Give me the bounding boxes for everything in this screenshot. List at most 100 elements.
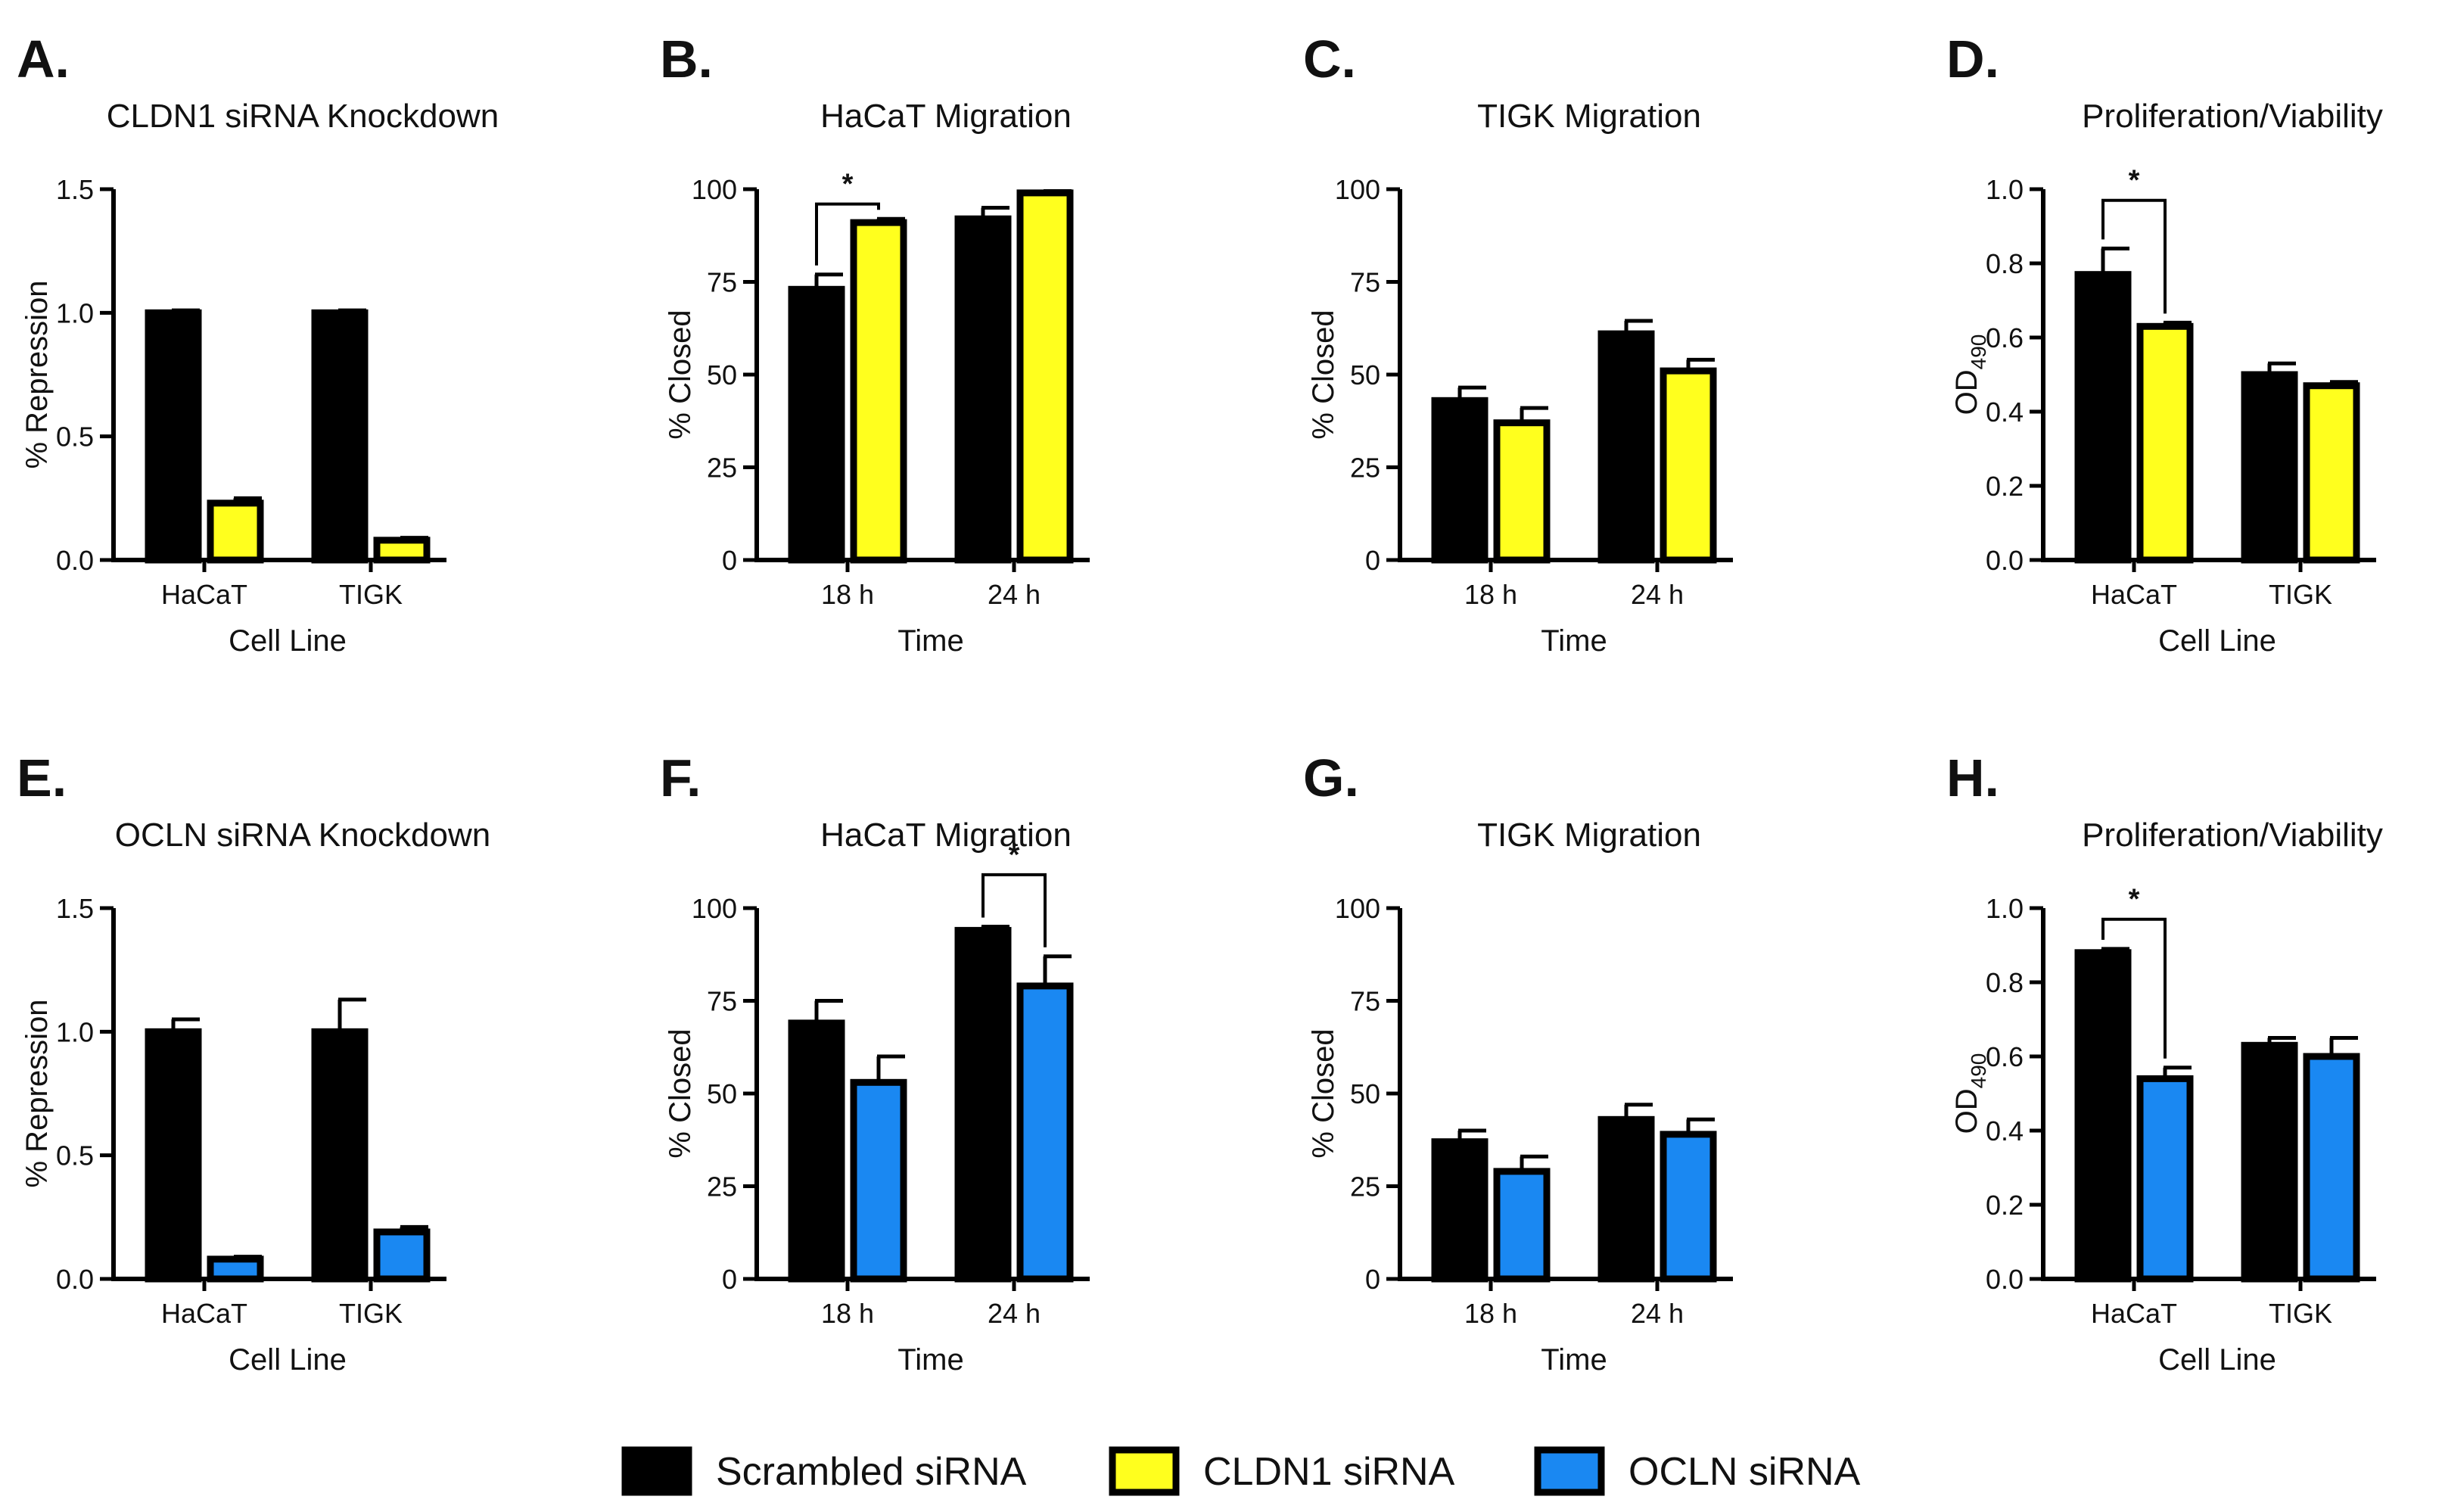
- bar: [1016, 189, 1074, 564]
- y-tick-label: 1.0: [1986, 174, 2024, 205]
- y-tick-label: 0.2: [1986, 1190, 2024, 1221]
- bar: [2136, 322, 2194, 564]
- bar: [1431, 1138, 1489, 1283]
- y-axis-label: % Repression: [20, 280, 54, 468]
- x-axis-label: Time: [1541, 624, 1607, 658]
- significance-bracket: [2101, 917, 2167, 1059]
- legend-label: CLDN1 siRNA: [1203, 1450, 1455, 1494]
- panel-c: C. TIGK Migration % Closed 0 25 50 75 100 18 h 24…: [1303, 30, 1733, 658]
- bar: [145, 1028, 202, 1283]
- chart-title: OCLN siRNA Knockdown: [115, 817, 490, 854]
- y-tick-label: 0.5: [56, 422, 94, 453]
- bar: [1431, 397, 1489, 564]
- bar: [1493, 419, 1551, 564]
- y-axis-label-subscript: 490: [1967, 334, 1990, 370]
- y-tick-label: 0: [1365, 545, 1380, 576]
- x-axis-label: Time: [897, 1343, 963, 1377]
- panels: A. CLDN1 siRNA Knockdown % Repression 0.0 0.…: [17, 30, 2383, 1377]
- x-tick-label: HaCaT: [2091, 1298, 2177, 1329]
- x-tick-label: TIGK: [339, 579, 403, 610]
- significance-bracket: [981, 873, 1047, 947]
- y-tick-label: 50: [707, 359, 737, 390]
- y-tick-label: 0.0: [1986, 1264, 2024, 1295]
- panel-g: G. TIGK Migration % Closed 0 25 50 75 100 18 h 24…: [1303, 748, 1733, 1377]
- chart-title: Proliferation/Viability: [2082, 817, 2383, 854]
- legend-item-cldn1: CLDN1 siRNA: [1109, 1446, 1455, 1496]
- bar: [954, 926, 1012, 1283]
- x-tick-label: 24 h: [1631, 1298, 1684, 1329]
- y-axis-label: OD490: [1950, 334, 1990, 415]
- y-tick-label: 0.5: [56, 1140, 94, 1171]
- significance-bracket: [815, 202, 880, 266]
- y-tick-label: 100: [1335, 893, 1380, 924]
- panel-letter: G.: [1303, 748, 1359, 807]
- panel-letter: D.: [1946, 30, 1999, 89]
- legend: Scrambled siRNA CLDN1 siRNA OCLN siRNA: [621, 1446, 1861, 1496]
- chart-title: CLDN1 siRNA Knockdown: [107, 98, 499, 135]
- x-tick-label: 18 h: [1464, 1298, 1517, 1329]
- bar: [788, 285, 845, 564]
- y-tick-label: 50: [707, 1078, 737, 1109]
- panel-letter: F.: [660, 748, 701, 807]
- bar: [850, 219, 907, 564]
- significance-label: *: [842, 169, 854, 201]
- y-tick-label: 50: [1350, 359, 1380, 390]
- bar: [2241, 1041, 2298, 1283]
- panel-letter: A.: [17, 30, 70, 89]
- bar: [1016, 982, 1074, 1283]
- chart-title: Proliferation/Viability: [2082, 98, 2383, 135]
- panel-b: B. HaCaT Migration % Closed 0 25 50 75 100 18 h 2…: [660, 30, 1090, 658]
- bar: [2074, 949, 2132, 1283]
- x-tick-label: TIGK: [2269, 1298, 2332, 1329]
- y-tick-label: 25: [1350, 1171, 1380, 1202]
- panel-letter: H.: [1946, 748, 1999, 807]
- x-tick-label: 24 h: [988, 1298, 1041, 1329]
- panel-a: A. CLDN1 siRNA Knockdown % Repression 0.0 0.…: [17, 30, 499, 658]
- chart-title: HaCaT Migration: [820, 817, 1072, 854]
- x-tick-label: TIGK: [339, 1298, 403, 1329]
- y-axis-label: % Repression: [20, 999, 54, 1187]
- y-tick-label: 25: [707, 453, 737, 484]
- y-tick-label: 0.2: [1986, 471, 2024, 502]
- x-tick-label: 24 h: [988, 579, 1041, 610]
- y-axis-label: OD490: [1950, 1053, 1990, 1134]
- y-tick-label: 0: [722, 1264, 737, 1295]
- y-tick-label: 0.4: [1986, 397, 2024, 428]
- y-tick-label: 0.6: [1986, 322, 2024, 353]
- y-tick-label: 0: [1365, 1264, 1380, 1295]
- legend-item-ocln: OCLN siRNA: [1534, 1446, 1861, 1496]
- legend-swatch: [1534, 1446, 1605, 1496]
- panel-letter: B.: [660, 30, 713, 89]
- y-tick-label: 0.0: [56, 1264, 94, 1295]
- x-axis-label: Time: [1541, 1343, 1607, 1377]
- x-axis-label: Cell Line: [2158, 1343, 2276, 1377]
- bar: [207, 499, 264, 564]
- y-tick-label: 0.8: [1986, 967, 2024, 998]
- panel-h: H. Proliferation/Viability OD490 0.0 0.2 0.4 0…: [1946, 748, 2383, 1377]
- bar: [311, 309, 369, 564]
- y-tick-label: 100: [692, 893, 737, 924]
- bar: [373, 537, 431, 564]
- y-tick-label: 1.0: [56, 297, 94, 328]
- significance-label: *: [1009, 839, 1020, 871]
- bar: [954, 215, 1012, 564]
- significance-label: *: [2129, 884, 2140, 916]
- y-tick-label: 1.0: [56, 1016, 94, 1047]
- y-tick-label: 100: [1335, 174, 1380, 205]
- y-tick-label: 1.5: [56, 893, 94, 924]
- bar: [207, 1255, 264, 1283]
- bar: [1660, 367, 1717, 564]
- panel-f: F. HaCaT Migration % Closed 0 25 50 75 100 18 h 2…: [660, 748, 1090, 1377]
- y-tick-label: 0.4: [1986, 1115, 2024, 1146]
- bar: [311, 1028, 369, 1283]
- y-tick-label: 25: [707, 1171, 737, 1202]
- significance-bracket: [2101, 198, 2167, 314]
- x-tick-label: HaCaT: [161, 1298, 247, 1329]
- y-tick-label: 1.5: [56, 174, 94, 205]
- y-axis-label: % Closed: [1307, 310, 1340, 439]
- y-tick-label: 75: [707, 986, 737, 1017]
- y-tick-label: 0.8: [1986, 248, 2024, 279]
- y-tick-label: 75: [1350, 986, 1380, 1017]
- x-axis-label: Time: [897, 624, 963, 658]
